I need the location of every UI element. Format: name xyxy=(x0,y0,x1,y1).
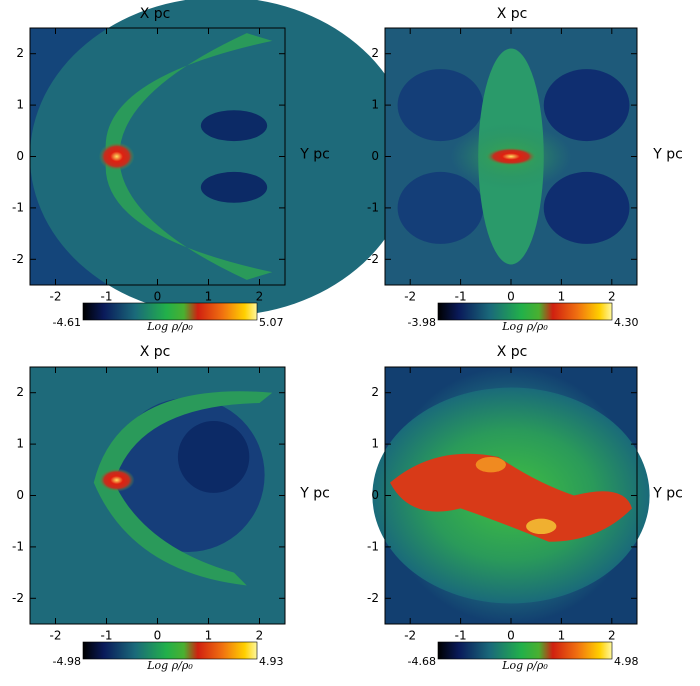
density-map xyxy=(385,28,637,285)
x-tick-label: -2 xyxy=(404,629,416,643)
colorbar-min: -4.61 xyxy=(53,316,81,329)
x-tick-label: 2 xyxy=(256,629,264,643)
y-tick-label: -2 xyxy=(12,591,24,605)
map-hot xyxy=(475,456,506,473)
y-tick-label: -2 xyxy=(367,252,379,266)
panel-title: X pc xyxy=(140,6,171,22)
density-map xyxy=(30,0,413,316)
y-tick-label: 0 xyxy=(16,149,24,163)
x-tick-label: 1 xyxy=(558,290,566,304)
colorbar xyxy=(437,641,613,660)
y-tick-label: -2 xyxy=(12,252,24,266)
y-tick-label: 2 xyxy=(371,46,379,60)
y-axis-label: Y pc xyxy=(299,486,330,502)
panel-title: X pc xyxy=(497,344,528,360)
map-bar xyxy=(390,453,632,542)
x-tick-label: 0 xyxy=(507,629,515,643)
density-map xyxy=(372,367,650,624)
map-core xyxy=(98,468,135,492)
colorbar-max: 4.30 xyxy=(614,316,639,329)
y-tick-label: 1 xyxy=(16,437,24,451)
map-void xyxy=(397,69,484,142)
colorbar-max: 4.93 xyxy=(259,655,284,668)
map-void xyxy=(200,171,268,203)
x-tick-label: 2 xyxy=(608,629,616,643)
x-tick-label: -2 xyxy=(50,290,62,304)
y-tick-label: 1 xyxy=(371,98,379,112)
map-void xyxy=(177,420,250,493)
colorbar-label: Log ρ/ρ₀ xyxy=(501,320,548,333)
panel-title: X pc xyxy=(140,344,171,360)
x-tick-label: 0 xyxy=(154,290,162,304)
y-tick-label: 2 xyxy=(16,46,24,60)
x-tick-label: 1 xyxy=(205,629,213,643)
x-tick-label: -1 xyxy=(101,290,113,304)
y-tick-label: 2 xyxy=(371,385,379,399)
x-tick-label: -1 xyxy=(455,629,467,643)
x-tick-label: -1 xyxy=(101,629,113,643)
x-tick-label: 1 xyxy=(558,629,566,643)
y-tick-label: 0 xyxy=(371,488,379,502)
x-tick-label: 0 xyxy=(154,629,162,643)
colorbar-label: Log ρ/ρ₀ xyxy=(146,320,193,333)
y-axis-label: Y pc xyxy=(652,486,683,502)
map-void xyxy=(397,171,484,244)
y-axis-label: Y pc xyxy=(299,147,330,163)
y-tick-label: -1 xyxy=(12,200,24,214)
x-tick-label: 0 xyxy=(507,290,515,304)
y-tick-label: 0 xyxy=(16,488,24,502)
x-tick-label: 2 xyxy=(256,290,264,304)
y-tick-label: 0 xyxy=(371,149,379,163)
map-void xyxy=(200,110,268,142)
x-tick-label: -1 xyxy=(455,290,467,304)
density-map xyxy=(30,367,285,624)
y-tick-label: 2 xyxy=(16,385,24,399)
map-halo xyxy=(30,0,413,316)
map-core xyxy=(485,147,537,166)
y-axis-label: Y pc xyxy=(652,147,683,163)
map-void xyxy=(543,171,630,244)
map-core xyxy=(98,142,135,171)
map-arc xyxy=(105,33,273,280)
colorbar-min: -4.68 xyxy=(408,655,436,668)
colorbar-max: 5.07 xyxy=(259,316,284,329)
y-tick-label: -2 xyxy=(367,591,379,605)
colorbar xyxy=(82,302,258,321)
map-arc xyxy=(93,391,273,586)
y-tick-label: -1 xyxy=(367,200,379,214)
x-tick-label: 1 xyxy=(205,290,213,304)
map-hot xyxy=(526,518,557,535)
colorbar-label: Log ρ/ρ₀ xyxy=(146,659,193,672)
colorbar xyxy=(82,641,258,660)
colorbar-min: -4.98 xyxy=(53,655,81,668)
y-tick-label: -1 xyxy=(367,539,379,553)
y-tick-label: 1 xyxy=(16,98,24,112)
y-tick-label: -1 xyxy=(12,539,24,553)
colorbar-min: -3.98 xyxy=(408,316,436,329)
colorbar-max: 4.98 xyxy=(614,655,639,668)
map-void xyxy=(543,69,630,142)
panel-title: X pc xyxy=(497,6,528,22)
colorbar-label: Log ρ/ρ₀ xyxy=(501,659,548,672)
x-tick-label: -2 xyxy=(404,290,416,304)
x-tick-label: -2 xyxy=(50,629,62,643)
colorbar xyxy=(437,302,613,321)
x-tick-label: 2 xyxy=(608,290,616,304)
y-tick-label: 1 xyxy=(371,437,379,451)
